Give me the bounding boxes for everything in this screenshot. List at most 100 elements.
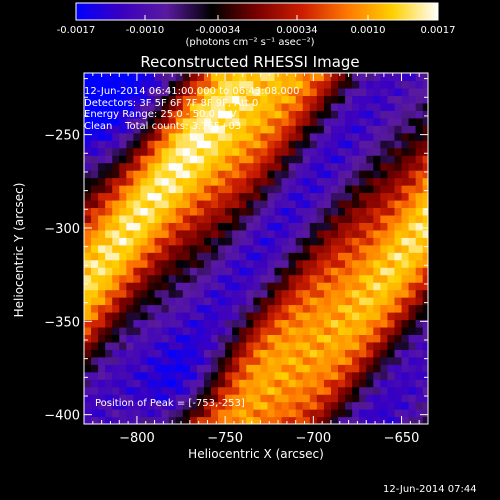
- heatmap-cell: [422, 237, 428, 246]
- heatmap-cell: [189, 319, 198, 328]
- heatmap-cell: [394, 289, 403, 298]
- heatmap-cell: [133, 170, 142, 179]
- colorbar-tick-label: -0.0017: [57, 25, 96, 36]
- heatmap-cell: [330, 140, 339, 149]
- heatmap-cell: [211, 401, 219, 410]
- colorbar-tick-label: -0.00034: [196, 25, 241, 36]
- heatmap-cell: [232, 177, 240, 186]
- heatmap-cell: [112, 199, 120, 209]
- heatmap-cell: [373, 73, 381, 82]
- heatmap-cell: [140, 311, 149, 321]
- heatmap-cell: [302, 185, 311, 194]
- heatmap-cell: [267, 102, 276, 111]
- heatmap-cell: [168, 117, 177, 126]
- heatmap-cell: [147, 282, 156, 291]
- heatmap-cell: [373, 349, 381, 358]
- heatmap-cell: [274, 214, 283, 223]
- heatmap-cell: [281, 282, 290, 291]
- heatmap-cell: [267, 199, 276, 209]
- heatmap-cell: [196, 162, 205, 171]
- heatmap-cell: [281, 110, 290, 119]
- heatmap-cell: [295, 282, 304, 291]
- heatmap-cell: [140, 229, 149, 238]
- heatmap-cell: [401, 416, 410, 424]
- heatmap-cell: [422, 214, 428, 223]
- heatmap-cell: [133, 192, 142, 201]
- heatmap-cell: [359, 416, 367, 424]
- heatmap-cell: [408, 289, 417, 298]
- heatmap-cell: [359, 386, 367, 395]
- heatmap-cell: [267, 87, 276, 97]
- heatmap-cell: [168, 185, 177, 194]
- heatmap-cell: [189, 252, 198, 261]
- heatmap-cell: [267, 170, 276, 179]
- energy-range-text: Energy Range: 25.0 - 50.0 keV: [84, 109, 237, 120]
- heatmap-cell: [196, 341, 205, 350]
- heatmap-cell: [105, 356, 113, 365]
- heatmap-cell: [316, 416, 325, 424]
- heatmap-cell: [281, 185, 290, 194]
- heatmap-cell: [309, 155, 318, 164]
- heatmap-cell: [239, 214, 247, 223]
- heatmap-cell: [323, 140, 332, 149]
- heatmap-cell: [133, 222, 142, 231]
- heatmap-cell: [98, 304, 106, 313]
- heatmap-cell: [323, 289, 332, 298]
- heatmap-cell: [175, 416, 184, 424]
- heatmap-cell: [359, 371, 367, 380]
- heatmap-cell: [253, 132, 262, 141]
- heatmap-cell: [232, 237, 240, 246]
- heatmap-cell: [422, 73, 428, 82]
- heatmap-cell: [281, 162, 290, 171]
- heatmap-cell: [218, 162, 226, 171]
- heatmap-cell: [373, 304, 381, 313]
- heatmap-cell: [175, 356, 184, 365]
- heatmap-cell: [295, 162, 304, 171]
- heatmap-cell: [274, 252, 283, 261]
- heatmap-cell: [274, 102, 283, 111]
- heatmap-cell: [140, 326, 149, 335]
- heatmap-cell: [401, 147, 410, 156]
- heatmap-cell: [126, 155, 134, 164]
- heatmap-cell: [330, 177, 339, 186]
- heatmap-cell: [246, 297, 254, 306]
- heatmap-cell: [182, 95, 191, 104]
- heatmap-cell: [316, 87, 325, 97]
- heatmap-cell: [323, 237, 332, 246]
- heatmap-cell: [380, 409, 389, 418]
- heatmap-cell: [161, 289, 170, 298]
- y-tick-label: −250: [44, 129, 80, 144]
- heatmap-cell: [147, 222, 156, 231]
- heatmap-cell: [218, 132, 226, 141]
- heatmap-cell: [408, 214, 417, 223]
- heatmap-cell: [98, 147, 106, 156]
- heatmap-cell: [373, 364, 381, 373]
- heatmap-cell: [168, 80, 177, 89]
- heatmap-cell: [232, 304, 240, 313]
- heatmap-cell: [401, 125, 410, 134]
- heatmap-cell: [274, 274, 283, 283]
- heatmap-cell: [401, 177, 410, 186]
- heatmap-cell: [338, 379, 346, 388]
- heatmap-cell: [84, 110, 92, 119]
- heatmap-cell: [105, 274, 113, 283]
- heatmap-cell: [345, 73, 353, 82]
- heatmap-cell: [387, 95, 396, 104]
- heatmap-cell: [408, 341, 417, 350]
- heatmap-cell: [246, 326, 254, 335]
- heatmap-cell: [380, 334, 389, 343]
- heatmap-cell: [394, 177, 403, 186]
- heatmap-cell: [246, 371, 254, 380]
- heatmap-cell: [288, 117, 297, 126]
- heatmap-cell: [239, 155, 247, 164]
- heatmap-cell: [91, 222, 99, 231]
- heatmap-cell: [387, 401, 396, 410]
- heatmap-cell: [302, 222, 311, 231]
- heatmap-cell: [203, 311, 212, 321]
- heatmap-cell: [246, 274, 254, 283]
- heatmap-cell: [387, 371, 396, 380]
- heatmap-cell: [140, 147, 149, 156]
- heatmap-cell: [225, 244, 233, 253]
- heatmap-cell: [422, 274, 428, 283]
- heatmap-cell: [253, 229, 262, 238]
